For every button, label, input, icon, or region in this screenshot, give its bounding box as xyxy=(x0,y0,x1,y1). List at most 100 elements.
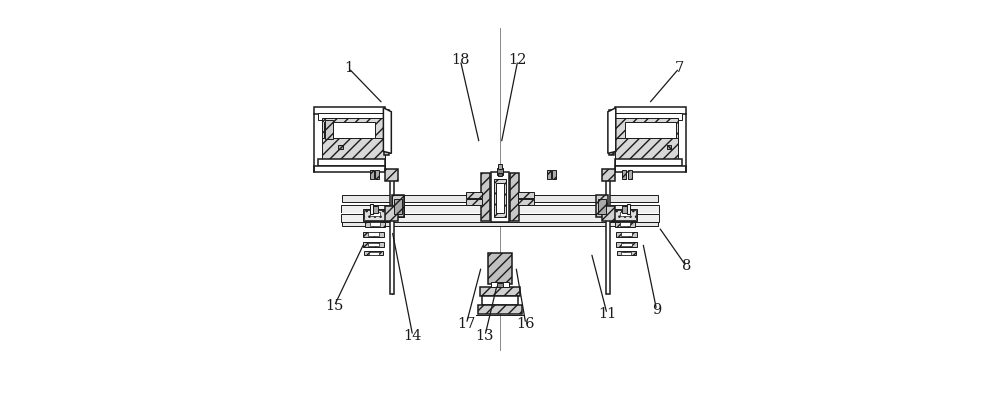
Bar xyxy=(627,204,630,214)
Text: 14: 14 xyxy=(404,329,422,343)
Bar xyxy=(370,222,380,226)
Text: 12: 12 xyxy=(509,53,527,67)
Bar xyxy=(620,213,630,216)
Text: 16: 16 xyxy=(517,317,535,331)
Bar xyxy=(497,168,503,175)
Bar xyxy=(392,195,404,217)
Bar xyxy=(615,138,678,159)
Bar xyxy=(385,169,398,181)
Bar xyxy=(488,253,512,284)
Text: 17: 17 xyxy=(457,317,475,331)
Bar xyxy=(338,144,343,149)
Bar xyxy=(494,179,506,217)
Bar xyxy=(341,214,659,222)
Bar xyxy=(341,213,659,214)
Text: 1: 1 xyxy=(344,61,353,75)
Bar xyxy=(625,122,676,138)
Bar xyxy=(368,232,379,236)
Text: 15: 15 xyxy=(325,299,343,313)
Bar xyxy=(620,222,630,226)
Bar xyxy=(384,110,389,155)
Bar xyxy=(611,209,637,221)
Bar xyxy=(615,222,635,227)
Bar xyxy=(598,199,606,214)
Text: 18: 18 xyxy=(451,53,470,67)
Bar xyxy=(370,204,373,214)
Bar xyxy=(341,205,659,213)
Text: 8: 8 xyxy=(682,259,691,273)
Bar xyxy=(363,232,384,237)
Bar xyxy=(615,212,635,217)
Bar xyxy=(606,175,610,294)
Bar xyxy=(364,251,383,256)
Bar xyxy=(622,170,626,179)
Bar xyxy=(498,164,502,169)
Bar xyxy=(615,166,686,172)
Bar xyxy=(369,252,379,255)
Bar xyxy=(621,252,631,255)
Bar xyxy=(342,221,658,226)
Bar xyxy=(616,232,637,237)
Text: 7: 7 xyxy=(675,61,684,75)
Bar xyxy=(617,251,636,256)
Bar xyxy=(615,107,686,114)
Bar xyxy=(609,110,614,155)
Bar xyxy=(318,113,385,120)
Polygon shape xyxy=(608,108,616,153)
Bar xyxy=(628,170,632,179)
Text: 11: 11 xyxy=(598,307,616,321)
Bar xyxy=(370,213,380,216)
Text: 13: 13 xyxy=(476,329,494,343)
Bar xyxy=(365,212,385,217)
Bar xyxy=(324,122,375,138)
Bar xyxy=(602,206,615,221)
Bar xyxy=(375,170,379,179)
Bar xyxy=(510,173,519,221)
Polygon shape xyxy=(383,108,391,153)
Bar xyxy=(392,195,404,217)
Bar xyxy=(497,283,503,287)
Bar xyxy=(390,175,394,294)
Bar xyxy=(491,282,509,287)
Bar xyxy=(385,206,398,221)
Bar xyxy=(325,121,333,139)
Bar xyxy=(622,206,628,213)
Bar xyxy=(482,296,518,305)
Bar xyxy=(363,209,389,221)
Bar xyxy=(322,138,385,159)
Bar xyxy=(547,170,551,179)
Bar xyxy=(466,192,482,198)
Bar xyxy=(621,232,632,236)
Bar xyxy=(364,210,388,220)
Bar xyxy=(667,144,671,149)
Bar xyxy=(615,118,678,140)
Bar xyxy=(466,199,482,205)
Bar xyxy=(314,166,385,172)
Bar xyxy=(612,210,636,220)
Bar xyxy=(318,158,385,166)
Bar xyxy=(518,192,534,198)
Bar xyxy=(480,287,520,296)
Bar xyxy=(615,158,682,166)
Bar xyxy=(596,195,608,217)
Bar xyxy=(498,173,502,176)
Bar xyxy=(615,113,682,120)
Bar xyxy=(621,242,632,246)
Bar xyxy=(394,199,402,214)
Bar xyxy=(314,107,385,114)
Bar xyxy=(602,169,615,181)
Bar xyxy=(365,222,385,227)
Bar xyxy=(478,305,522,314)
Bar xyxy=(616,242,637,247)
Bar xyxy=(363,242,384,247)
Bar xyxy=(481,173,490,221)
Bar xyxy=(322,118,385,140)
Text: 9: 9 xyxy=(652,303,661,317)
Bar xyxy=(370,170,374,179)
Bar xyxy=(372,206,378,213)
Bar xyxy=(552,170,556,179)
Bar xyxy=(491,172,509,222)
Bar xyxy=(342,195,658,202)
Bar xyxy=(518,199,534,205)
Bar xyxy=(496,183,504,213)
